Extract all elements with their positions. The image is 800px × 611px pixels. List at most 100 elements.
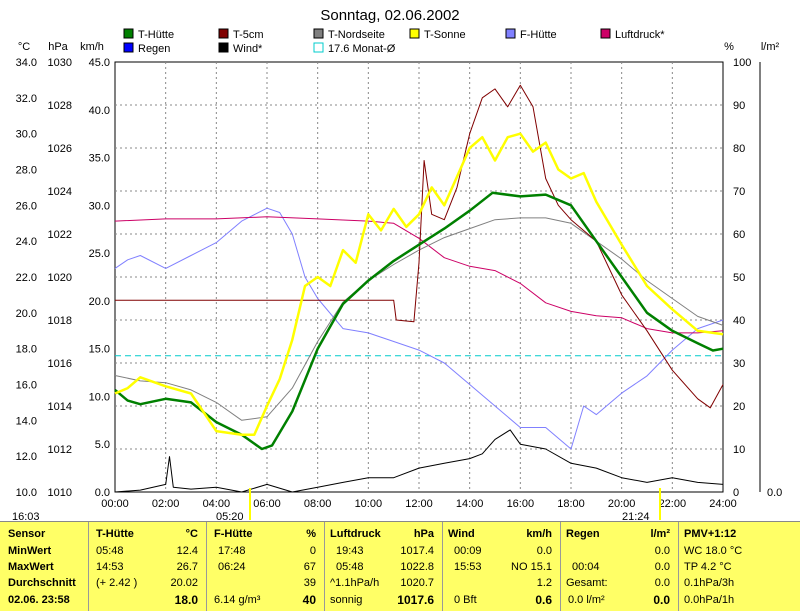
avg-label: Durchschnitt xyxy=(8,577,76,589)
wind-max-time: 15:53 xyxy=(454,561,482,573)
f-huette-column: F-Hütte% 17:48 0 06:24 67 39 6.14 g/m³ 40 xyxy=(206,522,325,611)
time-left: 16:03 xyxy=(12,511,40,523)
x-tick-label: 08:00 xyxy=(304,498,332,510)
sunset-time: 21:24 xyxy=(622,511,650,523)
f-huette-min-value: 0 xyxy=(309,545,316,557)
regen-max-value: 0.0 xyxy=(654,561,670,573)
luftdruck-column: Luftdruck hPa 19:43 1017.4 05:48 1022.8 ^1.… xyxy=(324,522,443,611)
luftdruck-min-value: 1017.4 xyxy=(400,545,434,557)
t-huette-current: 18.0 xyxy=(174,593,198,607)
f-huette-abs-humidity: 6.14 g/m³ xyxy=(214,594,261,606)
legend-swatch xyxy=(505,28,516,39)
regen-unit: l/m² xyxy=(650,528,670,540)
hpa-tick-label: 1026 xyxy=(48,143,72,155)
kmh-tick-label: 45.0 xyxy=(89,57,110,69)
kmh-tick-label: 40.0 xyxy=(89,105,110,117)
legend-label: Regen xyxy=(138,43,170,55)
wind-current: 0.6 xyxy=(535,593,552,607)
regen-current: 0.0 xyxy=(653,593,670,607)
hpa-tick-label: 1024 xyxy=(48,186,72,198)
x-tick-label: 20:00 xyxy=(608,498,636,510)
legend-swatch xyxy=(409,28,420,39)
wind-header: Wind xyxy=(448,528,475,540)
luftdruck-avg-value: 1020.7 xyxy=(400,577,434,589)
f-huette-header: F-Hütte xyxy=(214,528,253,540)
x-tick-label: 10:00 xyxy=(355,498,383,510)
kmh-tick-label: 25.0 xyxy=(89,248,110,260)
f-huette-current: 40 xyxy=(302,593,316,607)
legend-label: T-Hütte xyxy=(138,29,174,41)
celsius-tick-label: 30.0 xyxy=(16,129,37,141)
t-huette-column: T-Hütte °C 05:48 12.4 14:53 26.7 (+ 2.42 ) 2… xyxy=(88,522,207,611)
x-tick-label: 12:00 xyxy=(405,498,433,510)
wind-min-value: 0.0 xyxy=(536,545,552,557)
t-huette-unit: °C xyxy=(185,528,198,540)
regen-total-value: 0.0 xyxy=(654,577,670,589)
f-huette-max-time: 06:24 xyxy=(218,561,246,573)
hpa-tick-label: 1028 xyxy=(48,100,72,112)
percent-tick-label: 60 xyxy=(733,229,745,241)
luftdruck-current: 1017.6 xyxy=(397,593,434,607)
t-huette-min-value: 12.4 xyxy=(176,545,198,557)
regen-total-label: Gesamt: xyxy=(566,577,608,589)
luftdruck-unit: hPa xyxy=(413,528,434,540)
regen-column: Regen l/m² 0.0 00:04 0.0 Gesamt: 0.0 0.0 l/… xyxy=(560,522,679,611)
luftdruck-max-value: 1022.8 xyxy=(400,561,434,573)
max-label: MaxWert xyxy=(8,561,54,573)
t-huette-min-time: 05:48 xyxy=(96,545,124,557)
rain-unit: l/m² xyxy=(761,41,780,53)
f-huette-max-value: 67 xyxy=(303,561,316,573)
celsius-tick-label: 10.0 xyxy=(16,487,37,499)
percent-tick-label: 10 xyxy=(733,444,745,456)
tick-labels: 00:00 02:00 04:00 06:00 08:00 10:00 12:00 14:00… xyxy=(16,57,783,510)
x-tick-label: 22:00 xyxy=(659,498,687,510)
pmv-trend-3h: 0.1hPa/3h xyxy=(684,577,735,589)
sensor-column: Sensor MinWert MaxWert Durchschnitt 02.0… xyxy=(0,522,89,611)
x-tick-label: 00:00 xyxy=(101,498,129,510)
luftdruck-max-time: 05:48 xyxy=(336,561,364,573)
celsius-tick-label: 28.0 xyxy=(16,165,37,177)
luftdruck-trend: ^1.1hPa/h xyxy=(330,577,380,589)
series-line-t-nordseite xyxy=(114,217,724,421)
celsius-tick-label: 34.0 xyxy=(16,57,37,69)
wind-min-time: 00:09 xyxy=(454,545,482,557)
legend-swatch xyxy=(313,28,324,39)
celsius-tick-label: 24.0 xyxy=(16,236,37,248)
legend-label: Wind* xyxy=(233,43,263,55)
t-huette-max-time: 14:53 xyxy=(96,561,124,573)
legend-label: T-5cm xyxy=(233,29,264,41)
hpa-tick-label: 1018 xyxy=(48,315,72,327)
percent-tick-label: 0 xyxy=(733,487,739,499)
celsius-tick-label: 16.0 xyxy=(16,380,37,392)
kmh-tick-label: 15.0 xyxy=(89,344,110,356)
legend-swatch xyxy=(600,28,611,39)
hpa-tick-label: 1010 xyxy=(48,487,72,499)
series-line-wind xyxy=(114,429,724,493)
luftdruck-min-time: 19:43 xyxy=(336,545,364,557)
celsius-tick-label: 12.0 xyxy=(16,451,37,463)
hpa-tick-label: 1030 xyxy=(48,57,72,69)
percent-tick-label: 70 xyxy=(733,186,745,198)
luftdruck-header: Luftdruck xyxy=(330,528,381,540)
percent-unit: % xyxy=(724,41,734,53)
x-tick-label: 18:00 xyxy=(557,498,585,510)
percent-tick-label: 30 xyxy=(733,358,745,370)
pmv-trend-1h: 0.0hPa/1h xyxy=(684,594,735,606)
percent-tick-label: 90 xyxy=(733,100,745,112)
wind-beaufort: 0 Bft xyxy=(454,594,477,606)
weather-chart: Sonntag, 02.06.2002 T-Hütte T-5cm T-Nordse… xyxy=(16,7,783,520)
x-tick-label: 16:00 xyxy=(507,498,535,510)
min-label: MinWert xyxy=(8,545,52,557)
pmv-windchill: WC 18.0 °C xyxy=(684,545,743,557)
celsius-tick-label: 14.0 xyxy=(16,415,37,427)
series-line-luftdruck xyxy=(114,216,724,334)
f-huette-min-time: 17:48 xyxy=(218,545,246,557)
legend-swatch xyxy=(218,42,229,53)
current-label: 02.06. 23:58 xyxy=(8,594,70,606)
kmh-unit: km/h xyxy=(80,41,104,53)
celsius-tick-label: 26.0 xyxy=(16,200,37,212)
stats-panel: Sensor MinWert MaxWert Durchschnitt 02.0… xyxy=(0,521,800,611)
hpa-tick-label: 1020 xyxy=(48,272,72,284)
series-line-t-5cm xyxy=(115,84,724,409)
legend-label: 17.6 Monat-Ø xyxy=(328,43,396,55)
